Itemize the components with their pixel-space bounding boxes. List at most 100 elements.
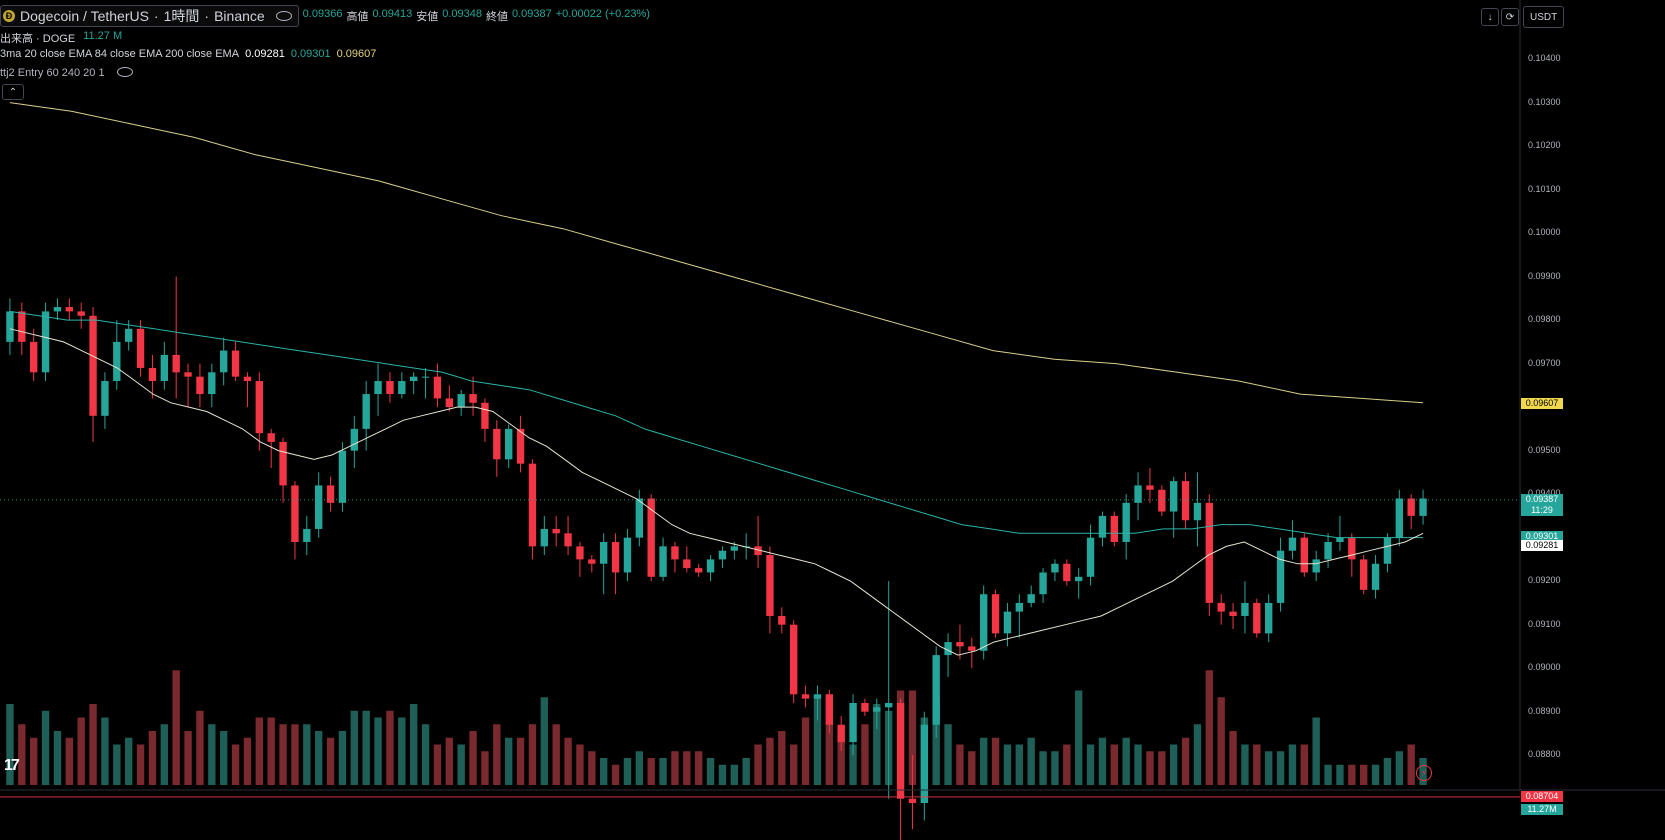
hidden-eye-icon[interactable] — [116, 67, 133, 77]
lightning-icon[interactable]: ⚡ — [1416, 765, 1432, 781]
candle-body — [623, 537, 632, 573]
candle-body — [730, 546, 738, 551]
candle — [1003, 602, 1012, 647]
candle — [326, 476, 335, 512]
refresh-button[interactable]: ⟳ — [1501, 8, 1519, 26]
candle-body — [1407, 498, 1415, 516]
candle — [718, 546, 727, 569]
price-axis-tick: 0.10300 — [1528, 96, 1561, 107]
candle-body — [89, 315, 97, 416]
volume-bar — [279, 724, 287, 785]
candle — [730, 542, 738, 560]
symbol-separator: · — [153, 8, 159, 24]
candle-body — [184, 372, 192, 377]
candle-body — [1075, 576, 1083, 582]
candle-body — [410, 376, 418, 382]
candle — [362, 381, 370, 451]
candle-body — [30, 341, 38, 373]
volume-bar — [528, 724, 537, 785]
price-axis-tick: 0.10400 — [1528, 53, 1561, 64]
collapse-legend-button[interactable]: ⌃ — [2, 84, 24, 100]
candle-body — [1360, 559, 1368, 590]
candle-body — [421, 376, 430, 378]
volume-bar — [386, 710, 394, 785]
candle-body — [457, 394, 465, 408]
volume-bar — [1300, 744, 1308, 785]
candle-body — [932, 655, 940, 725]
volume-bar — [160, 724, 168, 785]
volume-bar — [718, 764, 727, 785]
candle-body — [611, 542, 620, 573]
candle — [291, 481, 299, 560]
tradingview-logo[interactable]: 17 — [4, 757, 20, 774]
candle-body — [1098, 515, 1107, 538]
candle — [695, 563, 703, 577]
candle-body — [766, 555, 774, 616]
volume-bar — [243, 737, 252, 785]
ema84-price-label: 0.09301 — [1521, 531, 1563, 543]
indicator-legend[interactable]: ttj2 Entry 60 240 20 1 — [0, 67, 133, 79]
volume-bar — [1086, 744, 1095, 785]
volume-bar — [1383, 758, 1392, 785]
candle-body — [552, 528, 560, 534]
volume-price-label: 11.27M — [1521, 803, 1563, 815]
volume-bar — [18, 724, 26, 785]
volume-bar — [968, 751, 976, 785]
download-button[interactable]: ↓ — [1481, 8, 1499, 26]
candlesticks — [6, 276, 1427, 840]
candle-body — [647, 498, 655, 577]
candle — [861, 698, 869, 717]
volume-bar — [754, 744, 762, 785]
price-axis-tick: 0.09800 — [1528, 314, 1561, 325]
eye-icon[interactable] — [275, 11, 292, 21]
candle-body — [1158, 489, 1166, 512]
candle-body — [968, 646, 976, 651]
volume-bar — [671, 751, 679, 785]
candle — [315, 472, 323, 538]
symbol-exchange: Binance — [214, 8, 265, 24]
volume-bar — [778, 731, 786, 785]
candle — [813, 685, 822, 721]
candle-body — [398, 381, 406, 395]
candle-body — [469, 394, 477, 403]
candle — [611, 533, 620, 595]
symbol-box[interactable]: Ð Dogecoin / TetherUS · 1時間 · Binance — [0, 5, 299, 27]
candle — [410, 372, 418, 395]
candle — [421, 367, 430, 399]
volume-bar — [1003, 744, 1012, 785]
volume-bar — [1158, 751, 1166, 785]
candle — [1419, 489, 1427, 525]
currency-button[interactable]: USDT — [1523, 6, 1565, 28]
candle — [53, 298, 62, 321]
candle — [1253, 598, 1261, 638]
volume-legend[interactable]: 出来高 · DOGE 11.27 M — [0, 30, 122, 46]
candle — [825, 689, 833, 734]
candle — [908, 755, 917, 830]
volume-bar — [1122, 737, 1130, 785]
candle-body — [65, 307, 73, 312]
candle-body — [564, 533, 572, 547]
candle-body — [1265, 602, 1273, 634]
candle — [588, 555, 596, 573]
candle-body — [896, 702, 905, 799]
candle-body — [243, 376, 252, 382]
candle-body — [125, 328, 133, 342]
candle — [801, 685, 810, 708]
last-price-value: 0.09387 — [1525, 493, 1559, 504]
candle-body — [659, 546, 667, 577]
volume-bar — [315, 731, 323, 785]
volume-bar — [374, 717, 382, 785]
candle — [849, 694, 857, 756]
candle-body — [980, 594, 988, 651]
ma-legend[interactable]: 3ma 20 close EMA 84 close EMA 200 close … — [0, 48, 376, 60]
candle — [101, 372, 109, 429]
candle-body — [885, 702, 893, 708]
candle-body — [374, 381, 382, 395]
volume-bar — [1360, 764, 1368, 785]
candle-body — [1336, 537, 1344, 542]
candle-body — [1170, 481, 1178, 512]
candle-body — [1229, 611, 1237, 616]
volume-bar — [421, 724, 430, 785]
volume-bar — [873, 704, 881, 785]
